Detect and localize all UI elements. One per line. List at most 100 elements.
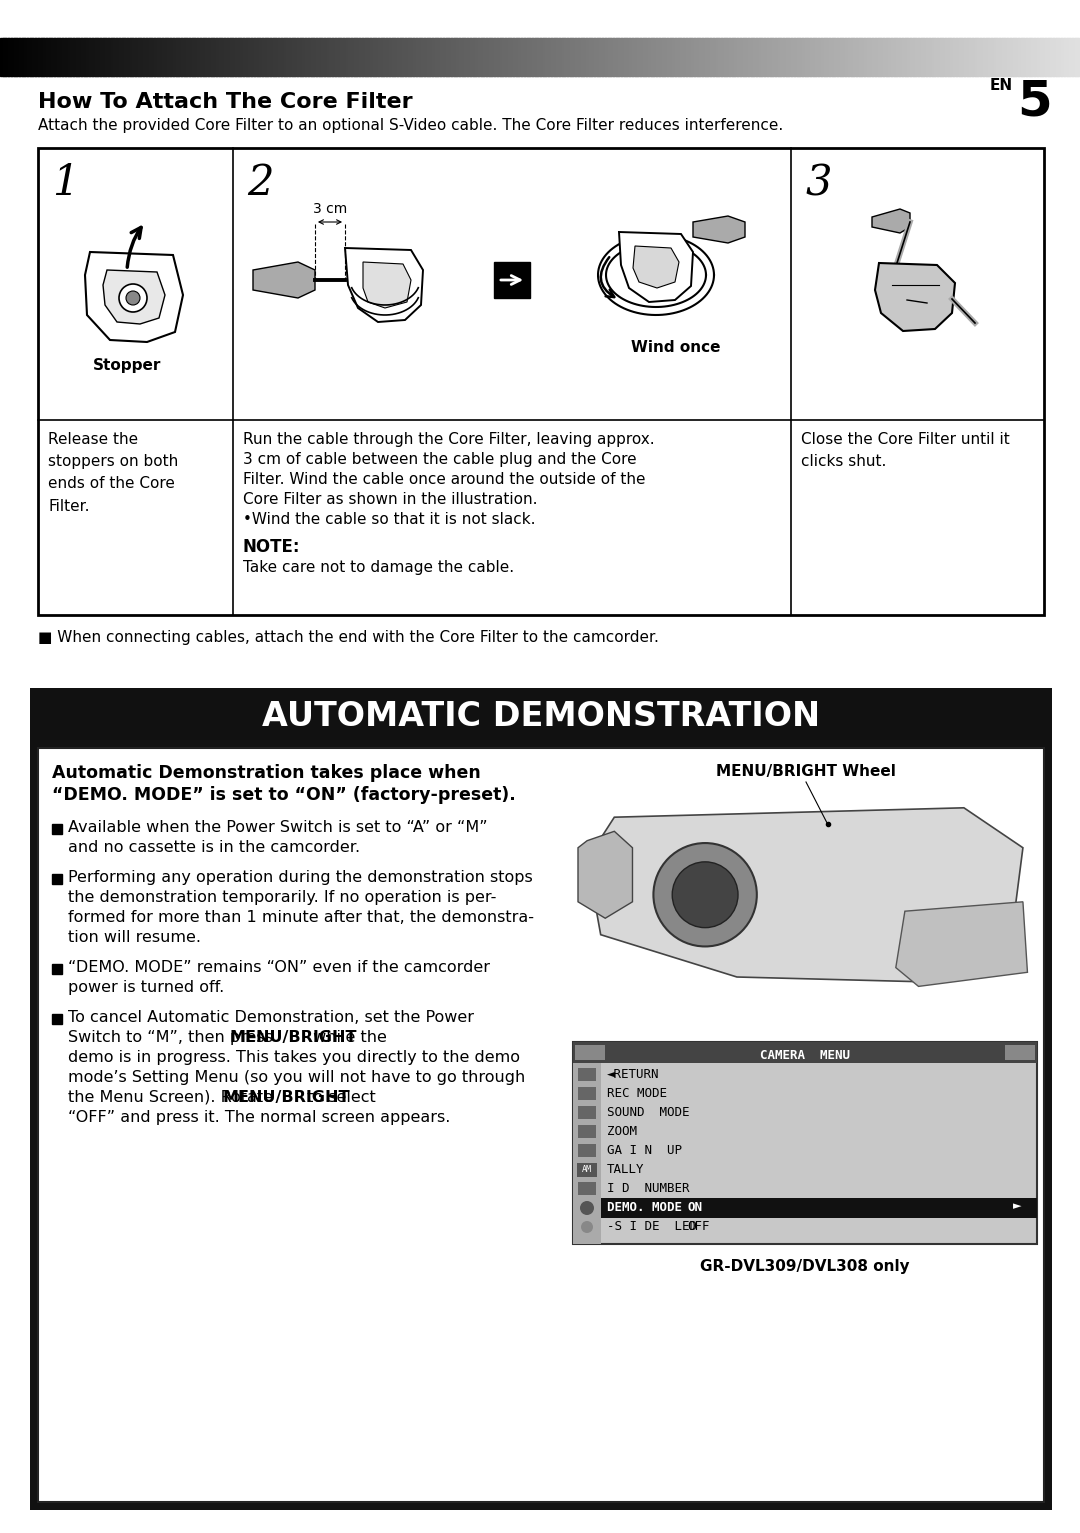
Bar [610, 38, 613, 77]
Text: ►: ► [1013, 1200, 1021, 1211]
Bar [840, 38, 843, 77]
Bar [205, 38, 208, 77]
Bar [127, 38, 131, 77]
Bar [653, 38, 657, 77]
Bar [1072, 38, 1076, 77]
Bar [873, 38, 876, 77]
Bar [1026, 38, 1029, 77]
Text: 3 cm: 3 cm [313, 202, 347, 216]
Bar [108, 38, 111, 77]
Bar [73, 38, 77, 77]
Bar [121, 38, 125, 77]
Bar [348, 38, 352, 77]
Bar [52, 38, 55, 77]
Bar [157, 38, 160, 77]
Bar [124, 38, 127, 77]
Bar [853, 38, 856, 77]
Bar [732, 38, 735, 77]
Bar [380, 38, 384, 77]
Bar [592, 38, 595, 77]
Bar [567, 38, 570, 77]
Bar [1010, 38, 1013, 77]
Bar [30, 38, 33, 77]
Bar [383, 38, 387, 77]
Bar [164, 38, 168, 77]
Polygon shape [578, 831, 633, 918]
Text: 2: 2 [247, 162, 273, 204]
Bar [414, 38, 417, 77]
Bar [400, 38, 403, 77]
Bar [1013, 38, 1016, 77]
Bar [1029, 38, 1032, 77]
Bar [877, 38, 881, 77]
Bar [745, 38, 748, 77]
Polygon shape [363, 262, 411, 308]
Bar [607, 38, 611, 77]
Bar [359, 38, 363, 77]
Bar [578, 1125, 596, 1137]
Bar [343, 38, 347, 77]
Bar [1050, 38, 1054, 77]
Polygon shape [875, 264, 955, 331]
Text: power is turned off.: power is turned off. [68, 980, 225, 995]
Bar [52, 1013, 62, 1024]
Bar [657, 38, 660, 77]
Bar [648, 38, 651, 77]
Bar [824, 38, 827, 77]
Text: “DEMO. MODE” remains “ON” even if the camcorder: “DEMO. MODE” remains “ON” even if the ca… [68, 960, 490, 975]
Bar [189, 38, 192, 77]
Bar [786, 38, 789, 77]
Bar [397, 38, 401, 77]
Bar [41, 38, 44, 77]
Bar [322, 38, 325, 77]
Bar [886, 38, 889, 77]
Bar [759, 38, 762, 77]
Text: Wind once: Wind once [631, 340, 720, 356]
Bar [78, 38, 82, 77]
Bar [67, 38, 71, 77]
Bar [391, 38, 395, 77]
Text: the demonstration temporarily. If no operation is per-: the demonstration temporarily. If no ope… [68, 891, 497, 904]
Bar [289, 38, 293, 77]
Bar [599, 38, 603, 77]
Bar [504, 38, 509, 77]
Bar [545, 38, 549, 77]
Bar [940, 38, 943, 77]
Bar [1031, 38, 1035, 77]
Bar [135, 38, 138, 77]
Bar [229, 38, 233, 77]
Bar [38, 149, 1044, 615]
Bar [211, 38, 214, 77]
Bar [1021, 38, 1024, 77]
Bar [13, 38, 17, 77]
Bar [171, 38, 174, 77]
Bar [797, 38, 800, 77]
Bar [76, 38, 79, 77]
Text: OFF: OFF [687, 1220, 710, 1233]
Bar [337, 38, 341, 77]
Bar [207, 38, 212, 77]
Bar [117, 38, 120, 77]
Bar [63, 38, 66, 77]
Bar [1004, 38, 1008, 77]
Bar [963, 38, 968, 77]
Bar [362, 38, 365, 77]
Bar [32, 38, 36, 77]
Bar [251, 38, 255, 77]
Bar [991, 38, 995, 77]
Bar [543, 38, 546, 77]
Bar [527, 38, 530, 77]
Bar [999, 38, 1002, 77]
Bar [637, 38, 640, 77]
Bar [454, 38, 457, 77]
Bar [138, 38, 141, 77]
Bar [494, 262, 530, 297]
Bar [956, 38, 959, 77]
Bar [578, 1144, 596, 1157]
Bar [791, 38, 795, 77]
Bar [705, 38, 708, 77]
Bar [805, 38, 808, 77]
Bar [1069, 38, 1072, 77]
Bar [419, 38, 422, 77]
Circle shape [580, 1200, 594, 1216]
